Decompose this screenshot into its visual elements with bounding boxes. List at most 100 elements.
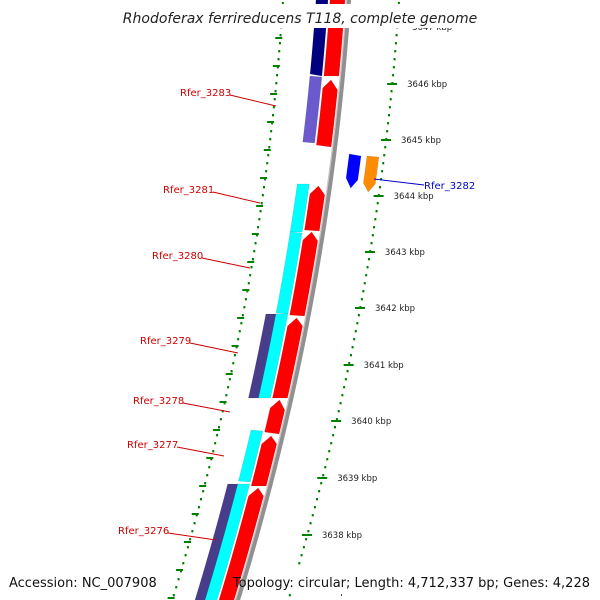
inner-ring-dot bbox=[249, 274, 252, 277]
gene-label-rfer_3277[interactable]: Rfer_3277 bbox=[127, 440, 178, 451]
outer-ring-dot bbox=[382, 162, 385, 165]
inner-ring-dot bbox=[259, 210, 262, 213]
inner-ring-dot bbox=[221, 410, 224, 413]
inner-ring-dot bbox=[278, 50, 281, 53]
gene-label-rfer_3281[interactable]: Rfer_3281 bbox=[163, 185, 214, 196]
outer-ring-dot bbox=[365, 274, 368, 277]
gene-label-rfer_3278[interactable]: Rfer_3278 bbox=[133, 396, 184, 407]
inner-ring-dot bbox=[257, 226, 260, 229]
forward-gene-3[interactable] bbox=[304, 185, 326, 232]
gene-rfer-3276[interactable] bbox=[202, 483, 251, 600]
outer-ring-dot bbox=[305, 538, 308, 541]
inner-ring-dot bbox=[254, 242, 257, 245]
inner-ring-dot bbox=[219, 418, 222, 421]
outer-ring-dot bbox=[392, 66, 395, 69]
kbp-tick-label: 3645 kbp bbox=[401, 136, 441, 146]
outer-ring-dot bbox=[351, 346, 354, 349]
inner-ring-dot bbox=[191, 530, 194, 533]
inner-ring-dot bbox=[247, 282, 250, 285]
outer-ring-dot bbox=[316, 498, 319, 501]
forward-gene-6[interactable] bbox=[264, 399, 286, 435]
inner-ring-dot bbox=[182, 562, 185, 565]
forward-gene-2[interactable] bbox=[316, 79, 338, 148]
inner-ring-dot bbox=[228, 378, 231, 381]
inner-ring-dot bbox=[238, 330, 241, 333]
outer-ring-dot bbox=[394, 42, 397, 45]
outer-ring-dot bbox=[363, 282, 366, 285]
inner-ring-dot bbox=[243, 306, 246, 309]
inner-ring-dot bbox=[281, 2, 284, 5]
inner-ring-dot bbox=[272, 106, 275, 109]
inner-ring-dot bbox=[232, 362, 235, 365]
inner-ring-dot bbox=[275, 82, 278, 85]
outer-ring-dot bbox=[318, 490, 321, 493]
forward-gene-7[interactable] bbox=[250, 435, 278, 487]
forward-gene-4[interactable] bbox=[289, 231, 319, 317]
inner-ring-dot bbox=[216, 434, 219, 437]
gene-rfer-3283[interactable] bbox=[302, 75, 323, 144]
gene-rfer-3279[interactable] bbox=[258, 313, 289, 399]
gene-rfer-3282-blue[interactable] bbox=[345, 153, 362, 189]
forward-gene-5[interactable] bbox=[272, 317, 303, 399]
inner-ring-dot bbox=[206, 474, 209, 477]
label-leader-line bbox=[201, 257, 251, 269]
outer-ring-dot bbox=[324, 466, 327, 469]
outer-ring-dot bbox=[357, 314, 360, 317]
gene-label-rfer_3279[interactable]: Rfer_3279 bbox=[140, 336, 191, 347]
gene-rfer-3277[interactable] bbox=[238, 429, 264, 483]
inner-ring-dot bbox=[223, 402, 226, 405]
gene-rfer-3281[interactable] bbox=[289, 183, 310, 233]
outer-ring-dot bbox=[341, 394, 344, 397]
inner-ring-dot bbox=[210, 458, 213, 461]
label-leader-line bbox=[212, 191, 261, 204]
outer-ring-dot bbox=[378, 186, 381, 189]
kbp-tick-label: 3644 kbp bbox=[394, 192, 434, 202]
gene-label-rfer_3276[interactable]: Rfer_3276 bbox=[118, 526, 169, 537]
outer-ring-dot bbox=[288, 594, 291, 597]
kbp-tick-label: 3641 kbp bbox=[364, 361, 404, 371]
inner-ring-dot bbox=[258, 218, 261, 221]
inner-ring-dot bbox=[271, 122, 274, 125]
inner-ring-dot bbox=[179, 570, 182, 573]
gene-label-rfer_3280[interactable]: Rfer_3280 bbox=[152, 251, 203, 262]
inner-ring-dot bbox=[184, 554, 187, 557]
outer-ring-dot bbox=[375, 210, 378, 213]
gene-label-rfer_3283[interactable]: Rfer_3283 bbox=[180, 88, 231, 99]
accession-text: Accession: NC_007908 bbox=[9, 576, 157, 591]
label-leader-line bbox=[167, 532, 217, 541]
label-leader-line bbox=[182, 402, 231, 413]
outer-ring-dot bbox=[309, 522, 312, 525]
inner-ring-dot bbox=[250, 266, 253, 269]
inner-ring-dot bbox=[276, 74, 279, 77]
gene-label-rfer_3282[interactable]: Rfer_3282 bbox=[424, 181, 475, 192]
forward-gene-8[interactable] bbox=[216, 487, 264, 600]
band-layer bbox=[177, 0, 354, 600]
inner-ring-dot bbox=[177, 578, 180, 581]
inner-ring-dot bbox=[271, 114, 274, 117]
outer-ring-dot bbox=[302, 546, 305, 549]
kbp-tick-label: 3646 kbp bbox=[407, 80, 447, 90]
outer-ring-dot bbox=[343, 386, 346, 389]
inner-ring-dot bbox=[233, 354, 236, 357]
kbp-tick-label: 3639 kbp bbox=[337, 474, 377, 484]
inner-ring-dot bbox=[270, 130, 273, 133]
label-leader-line bbox=[189, 342, 239, 354]
inner-ring-dot bbox=[269, 138, 272, 141]
inner-ring-dot bbox=[214, 442, 217, 445]
inner-ring-dot bbox=[240, 322, 243, 325]
inner-ring-dot bbox=[260, 202, 263, 205]
backbone-layer bbox=[234, 0, 352, 600]
outer-ring-dot bbox=[360, 298, 363, 301]
outer-ring-dot bbox=[366, 266, 369, 269]
inner-ring-dot bbox=[244, 298, 247, 301]
accession-background bbox=[0, 570, 140, 594]
outer-ring-dot bbox=[330, 442, 333, 445]
backbone-highlight bbox=[234, 0, 348, 600]
outer-ring-dot bbox=[384, 146, 387, 149]
inner-ring-dot bbox=[264, 178, 267, 181]
gene-rfer-3282-orange[interactable] bbox=[363, 155, 380, 193]
outer-ring-dot bbox=[390, 90, 393, 93]
outer-ring-dot bbox=[349, 354, 352, 357]
